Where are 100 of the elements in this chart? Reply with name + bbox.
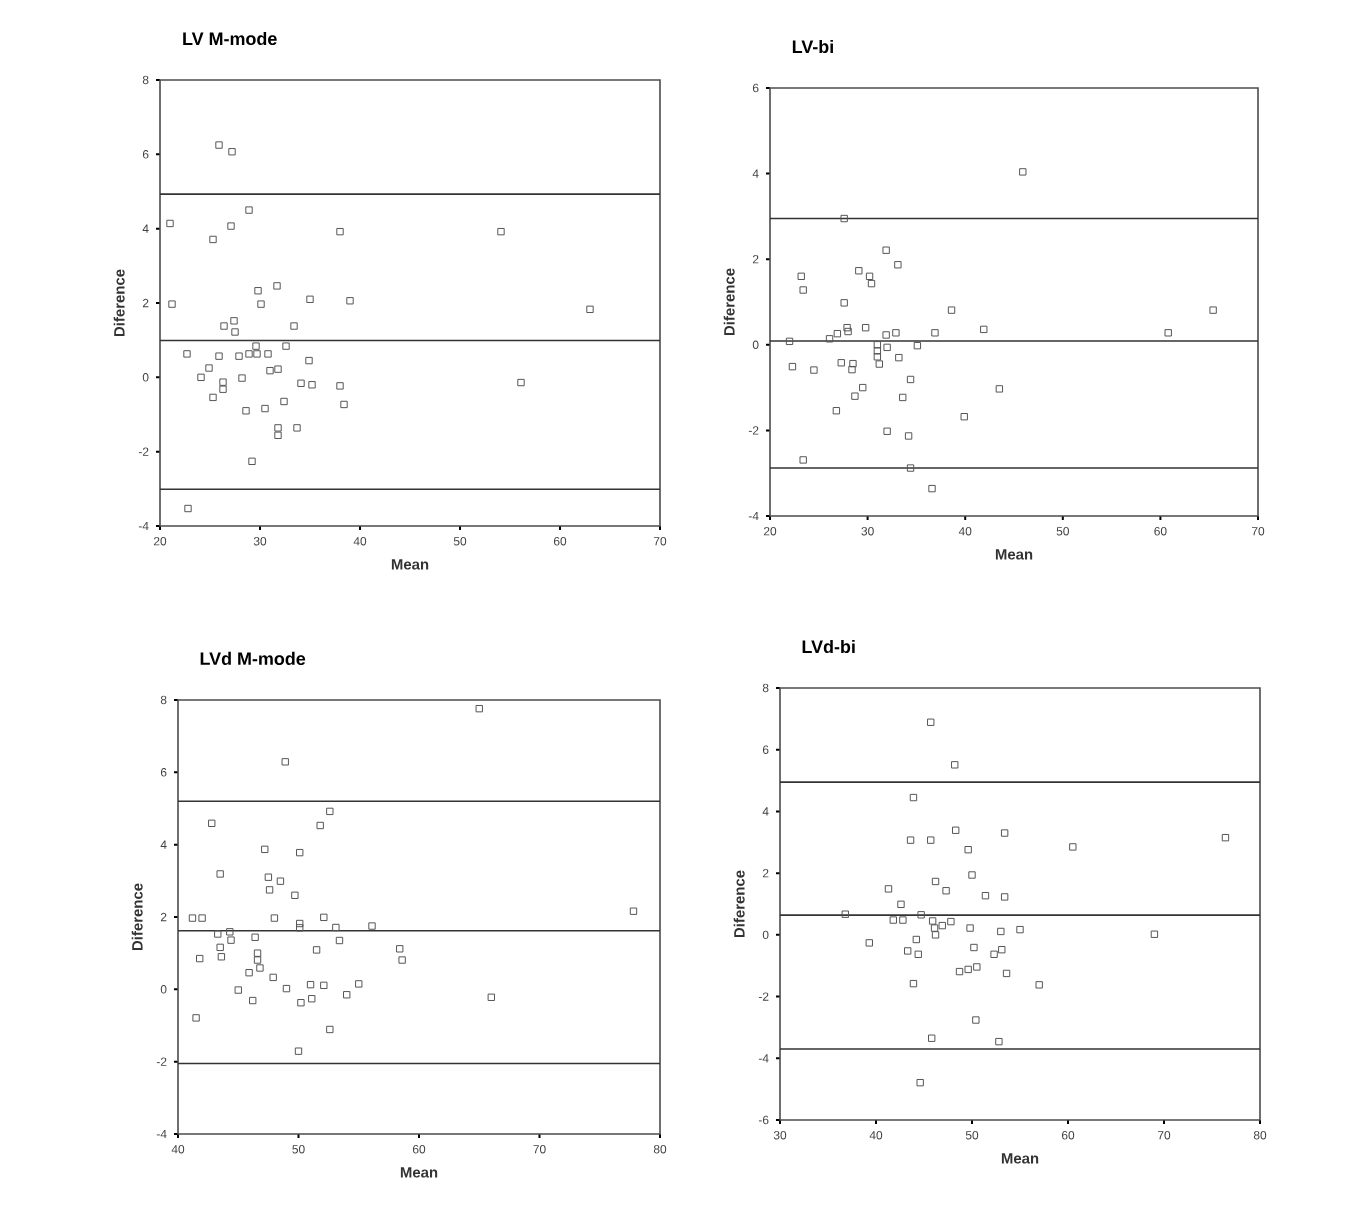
point (938, 921, 946, 930)
point (913, 341, 922, 350)
point (312, 946, 321, 954)
point (265, 886, 274, 894)
point (873, 353, 882, 361)
point (844, 327, 852, 336)
point (209, 235, 217, 244)
point (276, 877, 285, 885)
point (320, 913, 328, 922)
point (234, 986, 242, 994)
point (306, 295, 314, 303)
point (269, 973, 277, 982)
point (184, 504, 192, 513)
point (892, 329, 900, 337)
point (1069, 843, 1077, 851)
point (947, 306, 956, 314)
point (995, 1037, 1003, 1046)
point (228, 148, 236, 156)
point (904, 432, 913, 440)
point (867, 279, 876, 288)
point (1164, 329, 1172, 337)
point (859, 383, 867, 392)
point (942, 887, 950, 895)
point (208, 819, 216, 827)
point (196, 954, 204, 963)
point (865, 939, 873, 947)
point (931, 931, 940, 939)
point (1221, 833, 1230, 842)
point (245, 969, 253, 977)
point (216, 943, 224, 952)
point (889, 916, 897, 924)
point (906, 464, 915, 472)
point (326, 1025, 334, 1034)
point (799, 286, 807, 294)
point (865, 272, 874, 280)
point (306, 980, 315, 989)
point (261, 845, 269, 854)
point (487, 993, 495, 1001)
point (217, 953, 226, 961)
point (899, 393, 907, 402)
point (799, 456, 807, 464)
point (291, 891, 299, 899)
point (981, 891, 990, 900)
point (274, 424, 282, 432)
point (883, 427, 891, 435)
point (968, 871, 976, 879)
point (242, 407, 250, 415)
point (216, 870, 224, 878)
point (183, 350, 191, 358)
point (219, 378, 227, 386)
point (931, 877, 940, 886)
chart-title: LV M-mode (183, 31, 277, 46)
chart-title: LVd M-mode (200, 651, 306, 666)
point (251, 933, 259, 941)
point (166, 219, 174, 228)
point (928, 1034, 936, 1042)
point (861, 323, 870, 332)
point (497, 227, 505, 236)
point (320, 981, 328, 990)
point (1000, 829, 1009, 837)
point (368, 922, 376, 930)
point (273, 282, 281, 290)
point (245, 206, 253, 214)
point (205, 364, 213, 372)
point (517, 378, 525, 387)
point (928, 917, 937, 925)
point (253, 956, 262, 964)
point (1150, 930, 1159, 938)
point (215, 141, 223, 149)
point (266, 366, 274, 375)
point (245, 350, 253, 358)
point (851, 392, 859, 400)
point (343, 991, 351, 999)
point (973, 963, 981, 971)
point (832, 407, 841, 415)
point (825, 335, 834, 343)
point (785, 337, 794, 346)
point (214, 930, 222, 938)
point (966, 924, 974, 932)
point (238, 374, 246, 382)
point (396, 945, 404, 953)
point (336, 227, 344, 236)
point (197, 373, 205, 382)
point (882, 246, 890, 254)
point (629, 907, 638, 915)
point (909, 793, 918, 802)
point (960, 413, 968, 421)
point (916, 1078, 924, 1087)
point (1209, 306, 1217, 314)
point (955, 967, 964, 976)
point (927, 836, 935, 844)
point (230, 317, 238, 325)
point (305, 356, 313, 365)
point (270, 914, 279, 922)
point (227, 222, 235, 230)
point (1035, 981, 1043, 989)
point (952, 826, 960, 834)
point (280, 397, 288, 406)
point (914, 950, 922, 958)
point (256, 964, 264, 972)
